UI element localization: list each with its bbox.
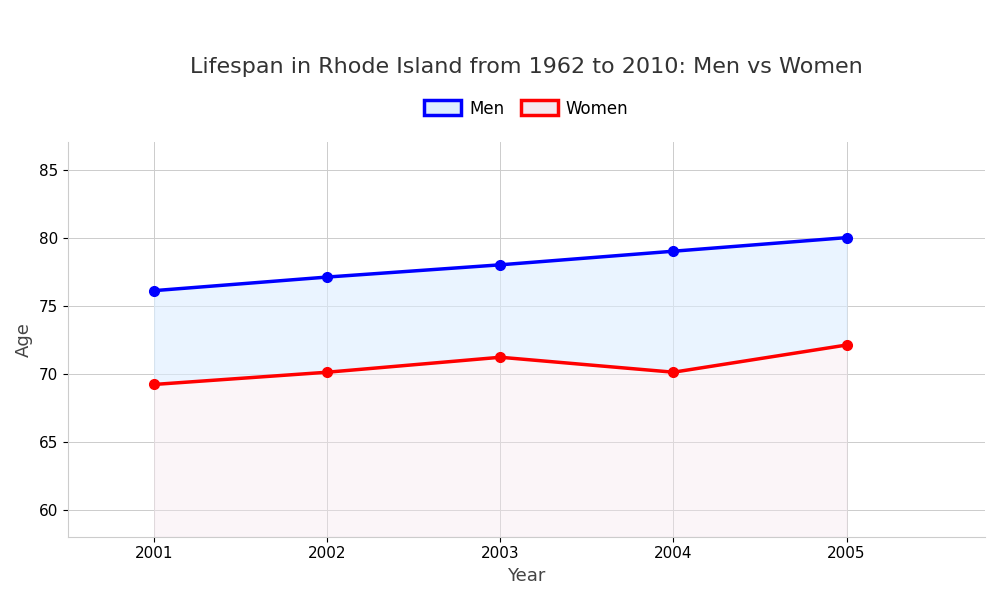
Legend: Men, Women: Men, Women [424, 100, 629, 118]
Y-axis label: Age: Age [15, 322, 33, 357]
Title: Lifespan in Rhode Island from 1962 to 2010: Men vs Women: Lifespan in Rhode Island from 1962 to 20… [190, 57, 863, 77]
X-axis label: Year: Year [507, 567, 546, 585]
